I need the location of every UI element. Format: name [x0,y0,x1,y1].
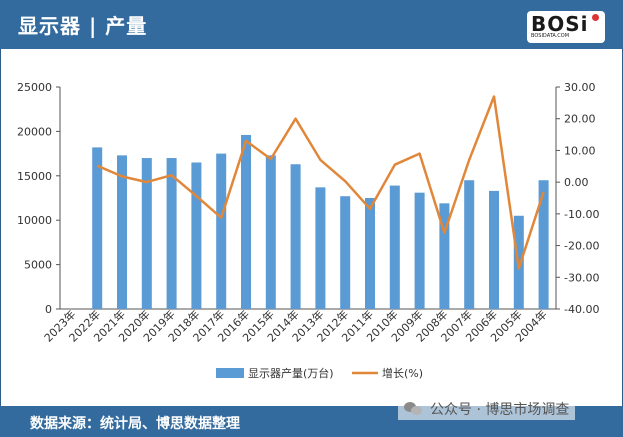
bosi-logo: BOSi BOSIDATA.COM [527,11,605,43]
production-bar [265,155,276,309]
left-tick-label: 0 [45,303,52,316]
logo-dot-icon [592,14,599,21]
wechat-label: 公众号 · 博思市场调查 [430,402,570,418]
right-tick-label: 30.00 [564,81,596,94]
chart-axes: 0 5000 10000 15000 20000 25000 -40.00 -30.00 -20… [17,81,599,316]
left-tick-label: 5000 [24,259,52,272]
left-tick-label: 20000 [17,125,52,138]
right-tick-label: -10.00 [564,208,599,221]
right-tick-label: -30.00 [564,271,599,284]
production-bar [92,147,103,309]
right-tick-label: 10.00 [564,144,596,157]
production-bar [241,134,251,309]
production-bar [439,203,450,309]
left-tick-label: 10000 [17,214,52,227]
production-bar [365,198,375,309]
growth-line [96,95,545,270]
chart-legend: 显示器产量(万台) 增长(%) [216,366,423,380]
data-source-note: 数据来源：统计局、博思数据整理 [30,416,240,432]
production-bar [191,162,202,309]
legend-bar-label: 显示器产量(万台) [248,366,334,380]
production-bar [538,180,549,309]
logo-text: BOSi [531,12,589,36]
production-bar [216,153,227,309]
production-bar [141,158,152,309]
production-bar [166,158,177,309]
header-bar: 显示器 | 产量 BOSi BOSIDATA.COM [0,0,623,49]
production-bar [315,187,326,309]
production-bar [489,190,499,309]
x-axis-labels: 2023年2022年2021年2020年2019年2018年2017年2016年… [41,307,550,344]
page-title: 显示器 | 产量 [18,14,148,38]
production-bar [117,155,127,309]
legend-bar-swatch [216,368,244,378]
production-bar [464,180,475,309]
production-chart: 0 5000 10000 15000 20000 25000 -40.00 -30.00 -20… [17,81,599,380]
right-tick-label: -40.00 [564,303,599,316]
right-tick-label: 0.00 [564,176,589,189]
wechat-icon [404,402,422,416]
right-tick-label: -20.00 [564,240,599,253]
production-bar [290,164,301,309]
production-bar [414,192,425,309]
growth-line-series [96,95,545,270]
production-bar [389,185,400,309]
production-bar [340,196,351,309]
wechat-account: 公众号 · 博思市场调查 [398,398,576,420]
right-tick-label: 20.00 [564,113,596,126]
left-tick-label: 25000 [17,81,52,94]
logo-subtext: BOSIDATA.COM [531,33,570,39]
left-tick-label: 15000 [17,170,52,183]
legend-line-label: 增长(%) [382,366,423,380]
